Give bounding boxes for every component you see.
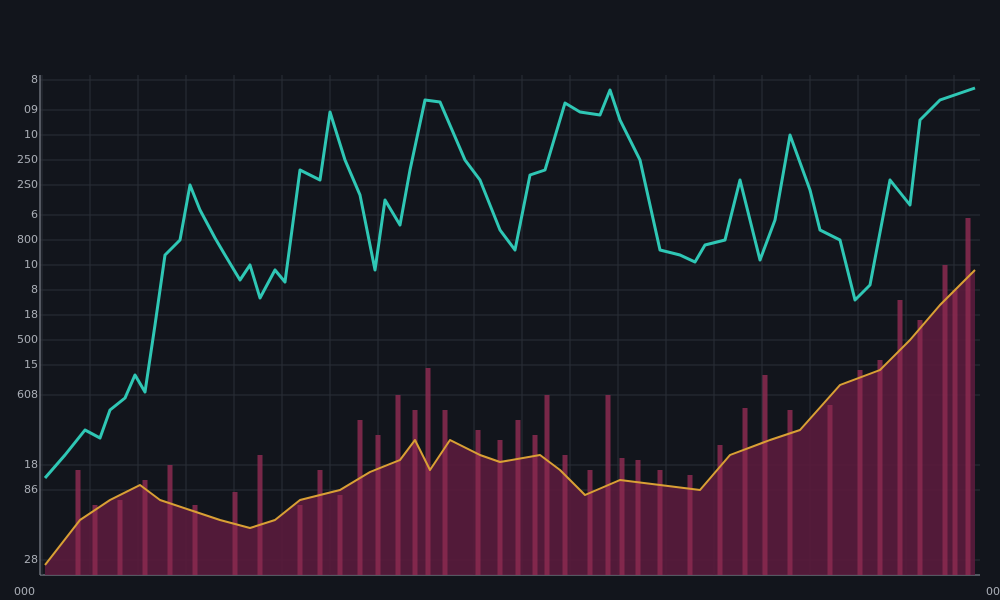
volume-bar xyxy=(562,455,568,575)
volume-bar xyxy=(192,505,198,575)
volume-bar xyxy=(412,410,418,575)
line xyxy=(43,86,976,479)
volume-bar xyxy=(635,460,641,575)
y-tick-label: 18 xyxy=(24,458,38,471)
volume-bar xyxy=(317,470,323,575)
volume-bar xyxy=(232,492,238,575)
volume-bar xyxy=(257,455,263,575)
volume-bar xyxy=(375,435,381,575)
volume-bar xyxy=(497,440,503,575)
volume-bar xyxy=(877,360,883,575)
volume-bar xyxy=(475,430,481,575)
y-tick-label: 800 xyxy=(17,233,38,246)
volume-bar xyxy=(619,458,625,575)
volume-bar xyxy=(92,505,98,575)
volume-bar xyxy=(657,470,663,575)
volume-bar xyxy=(965,218,971,575)
line xyxy=(44,269,976,566)
volume-bar xyxy=(544,395,550,575)
y-tick-label: 608 xyxy=(17,388,38,401)
volume-bar xyxy=(357,420,363,575)
volume-bar xyxy=(897,300,903,575)
volume-bar xyxy=(742,408,748,575)
y-tick-label: 500 xyxy=(17,333,38,346)
volume-bar xyxy=(952,290,958,575)
volume-bar xyxy=(917,320,923,575)
y-tick-label: 8 xyxy=(31,73,38,86)
y-tick-label: 10 xyxy=(24,128,38,141)
annotation: 00 xyxy=(986,585,1000,598)
volume-bar xyxy=(857,370,863,575)
y-tick-label: 2S0 xyxy=(17,178,38,191)
volume-bar xyxy=(142,480,148,575)
volume-bar xyxy=(827,405,833,575)
volume-bar xyxy=(532,435,538,575)
volume-bar xyxy=(395,395,401,575)
volume-bar xyxy=(942,265,948,575)
volume-bar xyxy=(442,410,448,575)
volume-bar xyxy=(167,465,173,575)
volume-bar xyxy=(687,475,693,575)
volume-bar xyxy=(762,375,768,575)
volume-bar xyxy=(787,410,793,575)
volume-bar xyxy=(117,500,123,575)
y-tick-label: 18 xyxy=(24,308,38,321)
annotation: 000 xyxy=(14,585,35,598)
volume-bar xyxy=(337,495,343,575)
volume-bar xyxy=(425,368,431,575)
y-tick-label: 09 xyxy=(24,103,38,116)
y-tick-label: 8 xyxy=(31,283,38,296)
y-tick-label: 86 xyxy=(24,483,38,496)
volume-bar xyxy=(297,505,303,575)
y-tick-label: 15 xyxy=(24,358,38,371)
y-tick-label: 6 xyxy=(31,208,38,221)
y-tick-label: 10 xyxy=(24,258,38,271)
volume-bar xyxy=(717,445,723,575)
y-tick-label: 250 xyxy=(17,153,38,166)
volume-bar xyxy=(515,420,521,575)
volume-bar xyxy=(587,470,593,575)
y-tick-label: 28 xyxy=(24,553,38,566)
